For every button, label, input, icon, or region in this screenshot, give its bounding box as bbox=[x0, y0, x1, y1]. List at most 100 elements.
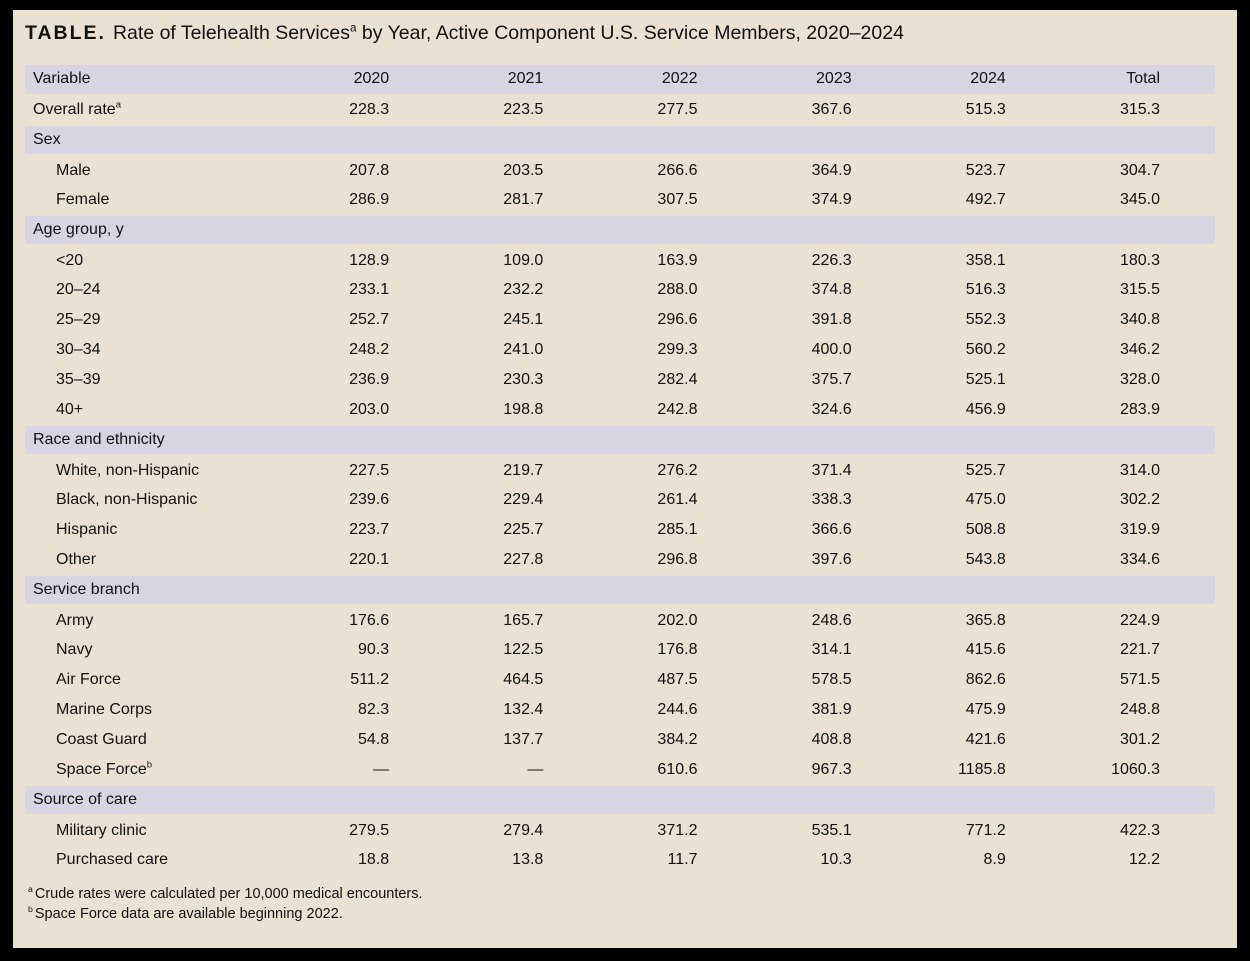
value-cell: 236.9 bbox=[349, 371, 390, 388]
value-cell: 233.1 bbox=[349, 281, 390, 298]
value-cell: 365.8 bbox=[965, 611, 1006, 629]
value-cell: 276.2 bbox=[657, 461, 698, 479]
footnote-marker: a bbox=[115, 99, 122, 111]
section-header-label: Service branch bbox=[25, 574, 1215, 606]
value-cell: 415.6 bbox=[965, 641, 1006, 658]
table-row: 25–29 252.7 245.1 296.6 391.8 552.3 340.8 bbox=[25, 305, 1215, 335]
footnote-a-text: Crude rates were calculated per 10,000 m… bbox=[34, 886, 423, 902]
table-row: Black, non-Hispanic 239.6 229.4 261.4 338.3 4… bbox=[25, 485, 1215, 515]
value-cell: 492.7 bbox=[965, 190, 1006, 208]
value-cell: 374.9 bbox=[811, 190, 852, 208]
value-cell: 296.8 bbox=[657, 550, 698, 568]
value-cell: 224.9 bbox=[1119, 611, 1160, 629]
value-cell: 525.1 bbox=[965, 371, 1006, 388]
table-row: 40+ 203.0 198.8 242.8 324.6 456.9 283.9 bbox=[25, 395, 1215, 425]
footnote-b: b Space Force data are available beginnin… bbox=[28, 904, 1217, 924]
row-label: Air Force bbox=[56, 671, 121, 688]
row-label: White, non-Hispanic bbox=[56, 461, 200, 479]
value-cell: 198.8 bbox=[503, 400, 544, 418]
value-cell: 571.5 bbox=[1119, 671, 1160, 688]
value-cell: 203.5 bbox=[503, 161, 544, 179]
value-cell: 301.2 bbox=[1119, 731, 1160, 748]
value-cell: 137.7 bbox=[503, 731, 544, 748]
table-row: Overall ratea 228.3 223.5 277.5 367.6 515.3 31… bbox=[25, 95, 1215, 125]
value-cell: — bbox=[527, 760, 544, 778]
value-cell: 202.0 bbox=[657, 611, 698, 629]
value-cell: 283.9 bbox=[1119, 400, 1160, 418]
value-cell: 180.3 bbox=[1119, 251, 1160, 269]
value-cell: 220.1 bbox=[349, 550, 390, 568]
value-cell: 227.8 bbox=[503, 550, 544, 568]
value-cell: 82.3 bbox=[358, 701, 390, 718]
value-cell: 371.4 bbox=[811, 461, 852, 479]
value-cell: 219.7 bbox=[503, 461, 544, 479]
value-cell: 400.0 bbox=[811, 341, 852, 358]
value-cell: 223.7 bbox=[349, 521, 390, 538]
table-row: Air Force 511.2 464.5 487.5 578.5 862.6 571.5 bbox=[25, 665, 1215, 695]
footnote-marker: b bbox=[146, 759, 153, 771]
value-cell: 279.4 bbox=[503, 821, 544, 839]
value-cell: 299.3 bbox=[657, 341, 698, 358]
section-header-label: Race and ethnicity bbox=[25, 424, 1215, 456]
value-cell: 422.3 bbox=[1119, 821, 1160, 839]
table-title-text-after: by Year, Active Component U.S. Service M… bbox=[356, 22, 904, 44]
value-cell: 244.6 bbox=[657, 701, 698, 718]
value-cell: 374.8 bbox=[811, 281, 852, 298]
value-cell: 221.7 bbox=[1119, 641, 1160, 658]
table-row: White, non-Hispanic 227.5 219.7 276.2 371.4 5… bbox=[25, 455, 1215, 485]
value-cell: 223.5 bbox=[503, 101, 544, 119]
value-cell: 1185.8 bbox=[958, 760, 1006, 778]
row-label: 20–24 bbox=[56, 281, 101, 298]
value-cell: 487.5 bbox=[657, 671, 698, 688]
value-cell: 302.2 bbox=[1119, 491, 1160, 508]
value-cell: 241.0 bbox=[503, 341, 544, 358]
value-cell: 230.3 bbox=[503, 371, 544, 388]
value-cell: 511.2 bbox=[350, 671, 390, 688]
value-cell: 13.8 bbox=[512, 851, 544, 868]
row-label: Navy bbox=[56, 641, 93, 658]
value-cell: 304.7 bbox=[1119, 161, 1160, 179]
section-header-row: Age group, y bbox=[25, 214, 1215, 246]
table-row: Marine Corps 82.3 132.4 244.6 381.9 475.9 248.… bbox=[25, 695, 1215, 725]
table-row: Navy 90.3 122.5 176.8 314.1 415.6 221.7 bbox=[25, 635, 1215, 665]
value-cell: 523.7 bbox=[965, 161, 1006, 179]
value-cell: 122.5 bbox=[503, 641, 544, 658]
row-label: Military clinic bbox=[56, 821, 147, 839]
value-cell: 371.2 bbox=[657, 821, 698, 839]
value-cell: 358.1 bbox=[965, 251, 1006, 269]
value-cell: 248.2 bbox=[349, 341, 390, 358]
column-header-2020: 2020 bbox=[290, 65, 445, 97]
value-cell: 345.0 bbox=[1119, 190, 1160, 208]
value-cell: 578.5 bbox=[811, 671, 852, 688]
table-row: <20 128.9 109.0 163.9 226.3 358.1 180.3 bbox=[25, 245, 1215, 275]
footnote-b-text: Space Force data are available beginning… bbox=[34, 906, 343, 922]
value-cell: 967.3 bbox=[811, 760, 852, 778]
value-cell: 515.3 bbox=[965, 101, 1006, 119]
value-cell: 397.6 bbox=[811, 550, 852, 568]
value-cell: 525.7 bbox=[965, 461, 1006, 479]
column-header-variable: Variable bbox=[25, 65, 290, 97]
table-row: Purchased care 18.8 13.8 11.7 10.3 8.9 12.2 bbox=[25, 845, 1215, 875]
row-label: 35–39 bbox=[56, 371, 101, 388]
value-cell: 464.5 bbox=[503, 671, 544, 688]
value-cell: 281.7 bbox=[503, 190, 544, 208]
table-panel: TABLE. Rate of Telehealth Servicesa by Ye… bbox=[13, 10, 1237, 948]
table-row: Hispanic 223.7 225.7 285.1 366.6 508.8 319.9 bbox=[25, 515, 1215, 545]
value-cell: 334.6 bbox=[1119, 550, 1160, 568]
value-cell: 207.8 bbox=[349, 161, 390, 179]
value-cell: 543.8 bbox=[965, 550, 1006, 568]
title-footnote-marker: a bbox=[350, 21, 357, 35]
footnote-a-marker: a bbox=[28, 884, 33, 895]
value-cell: 384.2 bbox=[657, 731, 698, 748]
value-cell: 288.0 bbox=[657, 281, 698, 298]
value-cell: 338.3 bbox=[811, 491, 852, 508]
section-header-row: Source of care bbox=[25, 784, 1215, 816]
value-cell: 508.8 bbox=[965, 521, 1006, 538]
table-row: Coast Guard 54.8 137.7 384.2 408.8 421.6 301.2 bbox=[25, 725, 1215, 755]
value-cell: 328.0 bbox=[1119, 371, 1160, 388]
value-cell: — bbox=[373, 760, 390, 778]
value-cell: 11.7 bbox=[667, 851, 698, 868]
value-cell: 248.8 bbox=[1119, 701, 1160, 718]
value-cell: 862.6 bbox=[965, 671, 1006, 688]
row-label: Purchased care bbox=[56, 851, 169, 868]
